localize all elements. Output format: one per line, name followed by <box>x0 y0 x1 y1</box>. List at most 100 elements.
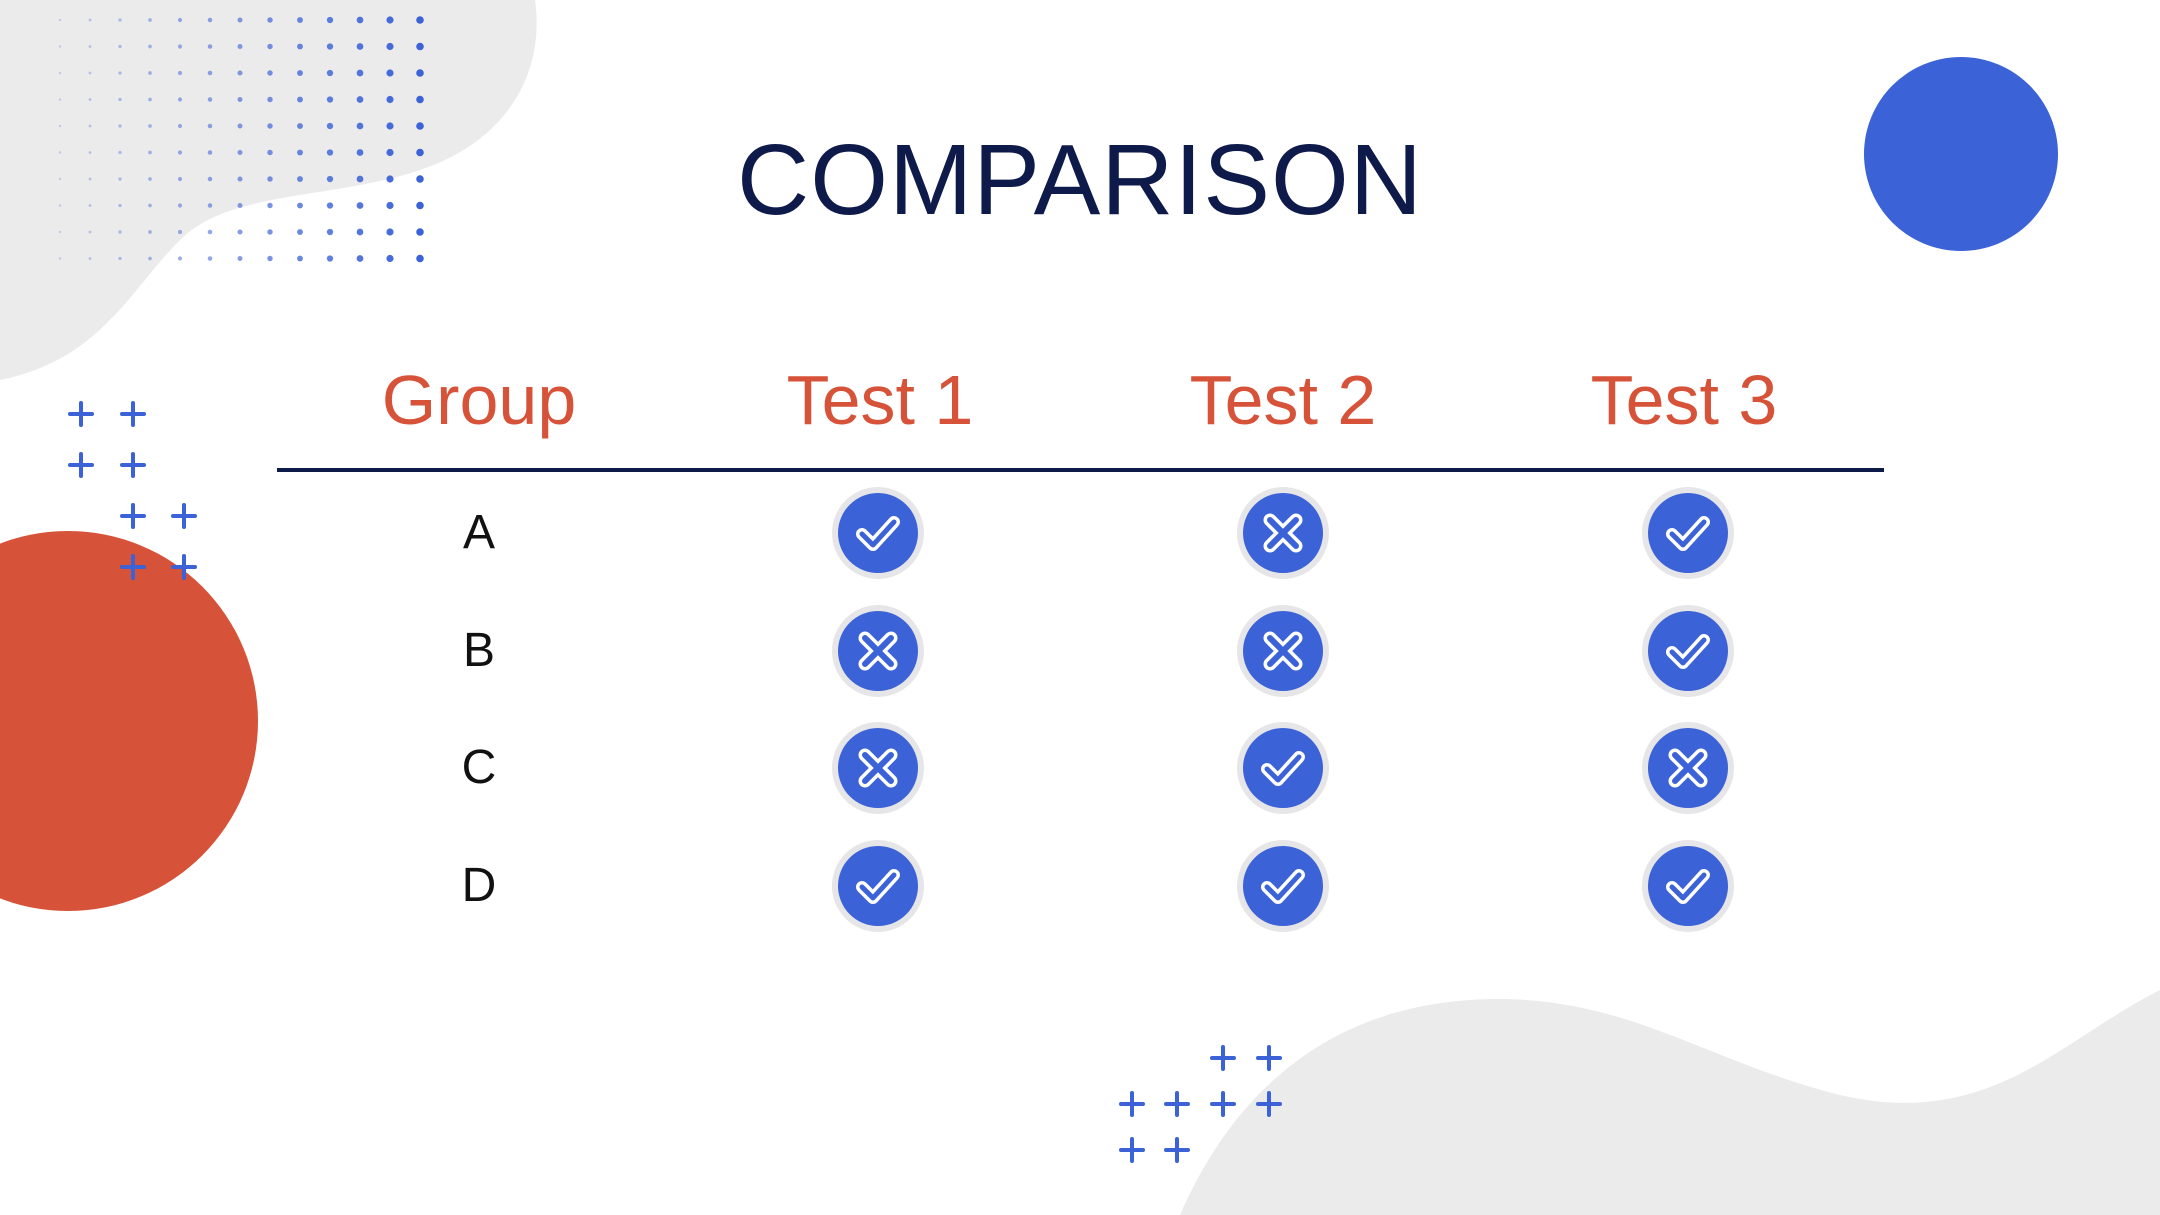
pattern-dot <box>88 257 92 260</box>
plus-mark <box>171 554 197 580</box>
pattern-dot <box>386 254 394 263</box>
pattern-dot <box>237 150 243 155</box>
plus-mark <box>120 503 146 529</box>
pattern-dot <box>177 229 183 235</box>
pattern-dot <box>58 71 62 75</box>
pattern-dot <box>416 122 424 130</box>
pattern-dot <box>177 70 183 76</box>
pattern-dot <box>386 228 394 236</box>
plus-mark <box>1256 1091 1282 1117</box>
pattern-dot <box>326 202 334 209</box>
plus-mark <box>1210 1091 1236 1117</box>
pattern-dot <box>237 123 243 129</box>
status-cell <box>1641 604 1735 698</box>
pattern-dot <box>267 96 273 103</box>
pattern-dot <box>148 177 152 181</box>
cross-icon <box>1642 722 1734 814</box>
pattern-dot <box>207 203 213 208</box>
pattern-dot <box>386 201 394 210</box>
pattern-dot <box>237 70 243 76</box>
status-cell <box>831 604 925 698</box>
pattern-dot <box>386 122 394 130</box>
pattern-dot <box>118 71 122 75</box>
pattern-dot <box>148 203 152 208</box>
cross-icon <box>832 722 924 814</box>
pattern-dot <box>148 97 152 102</box>
pattern-dot <box>356 255 364 262</box>
group-label: B <box>462 624 495 677</box>
bottom-right-gray-blob <box>1180 990 2160 1215</box>
blue-circle-decoration <box>1864 57 2058 251</box>
pattern-dot <box>326 122 334 130</box>
pattern-dot <box>177 17 183 23</box>
pattern-dot <box>356 43 364 50</box>
pattern-dot <box>207 17 213 23</box>
pattern-dot <box>356 96 364 103</box>
pattern-dot <box>58 18 62 22</box>
group-label: C <box>461 741 497 794</box>
pattern-dot <box>237 97 243 102</box>
status-cell <box>831 486 925 580</box>
pattern-dot <box>237 229 243 235</box>
pattern-dot <box>356 175 364 183</box>
pattern-dot <box>58 98 62 101</box>
table-row: B <box>277 592 1884 710</box>
plus-mark <box>1119 1091 1145 1117</box>
plus-mark <box>120 554 146 580</box>
pattern-dot <box>207 229 213 235</box>
pattern-dot <box>148 256 152 261</box>
pattern-dot <box>267 229 273 235</box>
column-header-test-1: Test 1 <box>786 361 974 439</box>
status-cell <box>1641 486 1735 580</box>
pattern-dot <box>58 257 62 260</box>
top-left-gray-blob <box>0 0 537 380</box>
pattern-dot <box>88 204 92 207</box>
pattern-dot <box>416 69 424 77</box>
status-cell <box>1641 839 1735 933</box>
check-icon <box>1237 840 1329 932</box>
pattern-dot <box>58 151 62 154</box>
status-cell <box>1236 839 1330 933</box>
plus-mark <box>1164 1091 1190 1117</box>
table-row: A <box>277 474 1884 592</box>
pattern-dot <box>267 176 273 182</box>
pattern-dot <box>386 16 394 24</box>
pattern-dot <box>177 123 183 129</box>
pattern-dot <box>386 95 394 104</box>
plus-mark <box>1210 1045 1236 1071</box>
pattern-dot <box>148 18 152 22</box>
status-cell <box>831 839 925 933</box>
pattern-dot <box>386 42 394 51</box>
pattern-dot <box>58 204 62 207</box>
pattern-dot <box>326 255 334 262</box>
check-icon <box>1642 605 1734 697</box>
plus-mark <box>120 401 146 427</box>
pattern-dot <box>297 96 303 103</box>
pattern-dot <box>326 175 334 183</box>
pattern-dot <box>326 96 334 103</box>
pattern-dot <box>88 98 92 101</box>
pattern-dot <box>326 43 334 50</box>
pattern-dot <box>267 70 273 76</box>
pattern-dot <box>207 123 213 129</box>
cross-icon <box>1237 605 1329 697</box>
pattern-dot <box>118 256 122 261</box>
pattern-dot <box>297 176 303 182</box>
pattern-dot <box>177 97 183 102</box>
column-header-test-3: Test 3 <box>1590 361 1778 439</box>
pattern-dot <box>356 202 364 209</box>
plus-mark <box>68 401 94 427</box>
pattern-dot <box>297 202 303 209</box>
check-icon <box>1642 840 1734 932</box>
pattern-dot <box>267 149 273 156</box>
pattern-dot <box>356 122 364 130</box>
pattern-dot <box>177 203 183 208</box>
check-icon <box>832 840 924 932</box>
pattern-dot <box>118 177 122 181</box>
pattern-dot <box>118 97 122 102</box>
pattern-dot <box>326 149 334 156</box>
red-circle-decoration <box>0 531 258 911</box>
pattern-dot <box>88 151 92 154</box>
pattern-dot <box>118 124 122 128</box>
plus-mark <box>120 452 146 478</box>
